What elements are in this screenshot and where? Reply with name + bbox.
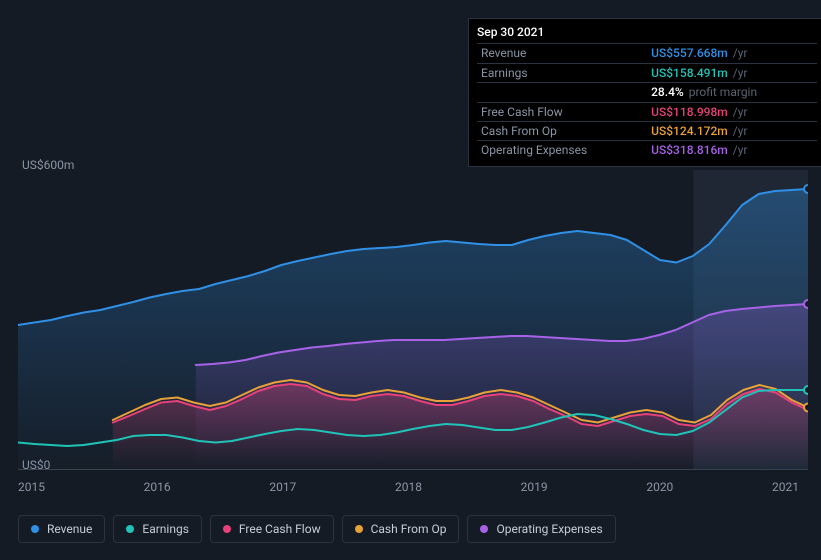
legend-dot-icon <box>355 525 363 533</box>
chart-legend: Revenue Earnings Free Cash Flow Cash From O… <box>18 515 616 543</box>
tooltip-row-value: US$158.491m /yr <box>647 63 817 82</box>
x-axis-year: 2017 <box>269 480 296 494</box>
tooltip-row-label: Revenue <box>477 44 647 63</box>
tooltip-date: Sep 30 2021 <box>477 25 817 39</box>
tooltip-row-value: US$118.998m /yr <box>647 102 817 121</box>
tooltip-row-label: Earnings <box>477 63 647 82</box>
tooltip-row-label: Free Cash Flow <box>477 102 647 121</box>
legend-dot-icon <box>223 525 231 533</box>
legend-label: Revenue <box>47 522 92 536</box>
tooltip-row-value: US$124.172m /yr <box>647 121 817 140</box>
x-axis-year: 2018 <box>395 480 422 494</box>
legend-label: Cash From Op <box>371 522 447 536</box>
tooltip-row-value: 28.4% profit margin <box>647 83 817 102</box>
tooltip-row-value: US$318.816m /yr <box>647 141 817 160</box>
chart-plot[interactable] <box>18 170 808 470</box>
x-axis-year: 2021 <box>772 480 799 494</box>
legend-dot-icon <box>480 525 488 533</box>
legend-item[interactable]: Operating Expenses <box>467 515 615 543</box>
tooltip-table: RevenueUS$557.668m /yrEarningsUS$158.491… <box>477 43 817 159</box>
x-axis-year: 2015 <box>18 480 45 494</box>
tooltip-row-value: US$557.668m /yr <box>647 44 817 63</box>
x-axis-year: 2019 <box>521 480 548 494</box>
legend-label: Operating Expenses <box>496 522 602 536</box>
legend-dot-icon <box>31 525 39 533</box>
x-axis-year: 2020 <box>646 480 673 494</box>
legend-label: Free Cash Flow <box>239 522 321 536</box>
legend-item[interactable]: Free Cash Flow <box>210 515 334 543</box>
legend-item[interactable]: Earnings <box>113 515 202 543</box>
tooltip-row-label <box>477 83 647 102</box>
legend-label: Earnings <box>142 522 189 536</box>
tooltip-row-label: Operating Expenses <box>477 141 647 160</box>
legend-item[interactable]: Revenue <box>18 515 105 543</box>
chart-tooltip: Sep 30 2021 RevenueUS$557.668m /yrEarnin… <box>468 18 821 167</box>
tooltip-row-label: Cash From Op <box>477 121 647 140</box>
x-axis-year: 2016 <box>144 480 171 494</box>
chart-container: Sep 30 2021 RevenueUS$557.668m /yrEarnin… <box>0 0 821 560</box>
legend-dot-icon <box>126 525 134 533</box>
legend-item[interactable]: Cash From Op <box>342 515 460 543</box>
